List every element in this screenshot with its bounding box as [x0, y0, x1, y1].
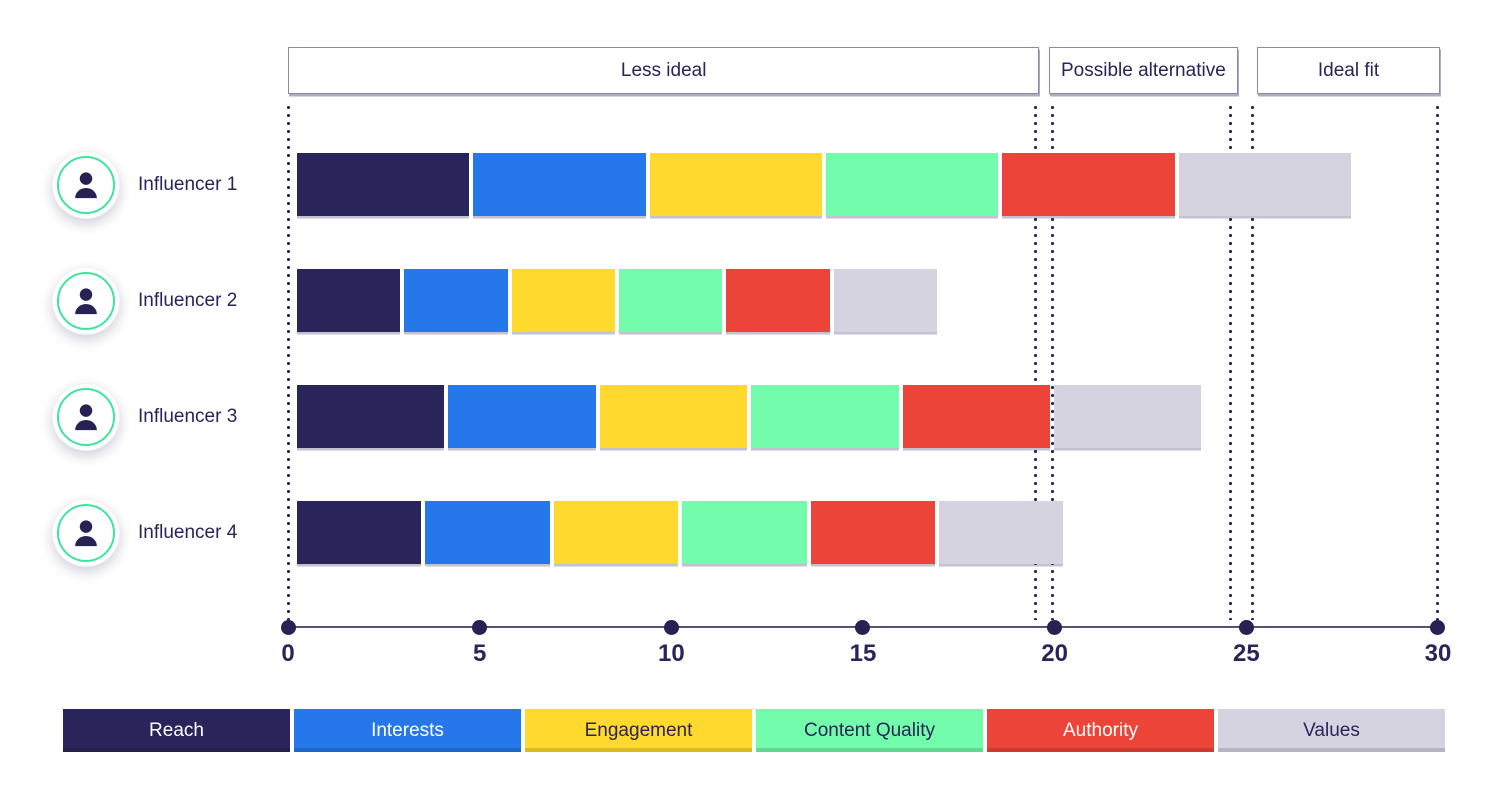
reach-segment [297, 501, 422, 564]
content-quality-segment [751, 385, 899, 448]
influencer-name-label: Influencer 2 [138, 289, 238, 311]
authority-segment [810, 501, 936, 564]
values-segment [1178, 153, 1351, 216]
legend-item-label: Authority [1063, 719, 1138, 741]
legend-item-label: Reach [149, 719, 204, 741]
influencer-name-label: Influencer 1 [138, 173, 238, 195]
interests-segment [448, 385, 596, 448]
values-segment [833, 269, 937, 332]
content-quality-segment [618, 269, 723, 332]
person-icon [75, 520, 97, 547]
person-icon [75, 404, 97, 431]
authority-segment [1002, 153, 1175, 216]
axis-tick-dot [663, 619, 679, 635]
axis-tick-label: 20 [1041, 640, 1068, 667]
zone-label: Less ideal [620, 59, 707, 81]
values-segment [939, 501, 1064, 564]
engagement-segment [649, 153, 822, 216]
authority-segment [902, 385, 1051, 448]
dotted-guideline [1436, 106, 1440, 620]
legend: Reach Interests Engagement Content Quality A… [63, 709, 1445, 752]
person-icon [75, 288, 97, 315]
dotted-guideline [1229, 106, 1233, 620]
legend-item-label: Interests [371, 719, 444, 741]
zone-label: Ideal fit [1317, 59, 1380, 81]
zone-label: Possible alternative [1061, 59, 1226, 81]
score-bar [297, 501, 1064, 564]
zone-box-less-ideal: Less ideal [288, 47, 1040, 94]
dotted-guideline [286, 106, 290, 620]
engagement-segment [599, 385, 748, 448]
avatar-ring [57, 272, 115, 330]
axis-tick-dot [472, 619, 488, 635]
influencer-avatar [52, 151, 120, 219]
dotted-guideline [1033, 106, 1037, 620]
legend-item-interests: Interests [294, 709, 521, 752]
legend-item-label: Content Quality [804, 719, 935, 741]
axis-tick-label: 25 [1232, 640, 1260, 667]
influencer-avatar [52, 383, 120, 451]
avatar-ring [57, 156, 115, 214]
reach-segment [297, 385, 445, 448]
authority-segment [726, 269, 830, 332]
legend-item-label: Engagement [584, 719, 693, 741]
avatar-ring [57, 388, 115, 446]
dotted-guideline [1250, 106, 1254, 620]
engagement-segment [553, 501, 679, 564]
score-bar [297, 385, 1202, 448]
engagement-segment [511, 269, 615, 332]
axis-tick-label: 5 [472, 640, 487, 667]
legend-item-label: Values [1303, 719, 1360, 741]
influencer-name-label: Influencer 3 [138, 405, 238, 427]
zone-box-possible-alternative: Possible alternative [1048, 47, 1238, 94]
axis-tick-label: 10 [657, 640, 685, 667]
axis-tick-dot [1430, 619, 1446, 635]
legend-item-values: Values [1218, 709, 1445, 752]
score-bar [297, 269, 937, 332]
dotted-guideline [1051, 106, 1055, 620]
values-segment [1054, 385, 1202, 448]
reach-segment [297, 269, 401, 332]
axis-tick-label: 0 [281, 640, 295, 667]
influencer-avatar [52, 267, 120, 335]
person-icon [75, 172, 97, 199]
legend-item-engagement: Engagement [525, 709, 752, 752]
axis-tick-label: 15 [849, 640, 877, 667]
reach-segment [297, 153, 470, 216]
axis-tick-dot [280, 619, 296, 635]
axis-tick-label: 30 [1424, 640, 1452, 667]
axis-tick-dot [855, 619, 871, 635]
avatar-ring [57, 504, 115, 562]
influencer-name-label: Influencer 4 [138, 521, 238, 543]
influencer-avatar [52, 499, 120, 567]
score-bar [297, 153, 1351, 216]
legend-item-content-quality: Content Quality [756, 709, 983, 752]
axis-tick-dot [1238, 619, 1254, 635]
legend-item-reach: Reach [63, 709, 290, 752]
legend-item-authority: Authority [987, 709, 1214, 752]
interests-segment [473, 153, 646, 216]
axis-tick-dot [1047, 619, 1063, 635]
content-quality-segment [825, 153, 999, 216]
interests-segment [425, 501, 550, 564]
interests-segment [404, 269, 508, 332]
content-quality-segment [682, 501, 807, 564]
zone-box-ideal-fit: Ideal fit [1257, 47, 1440, 94]
